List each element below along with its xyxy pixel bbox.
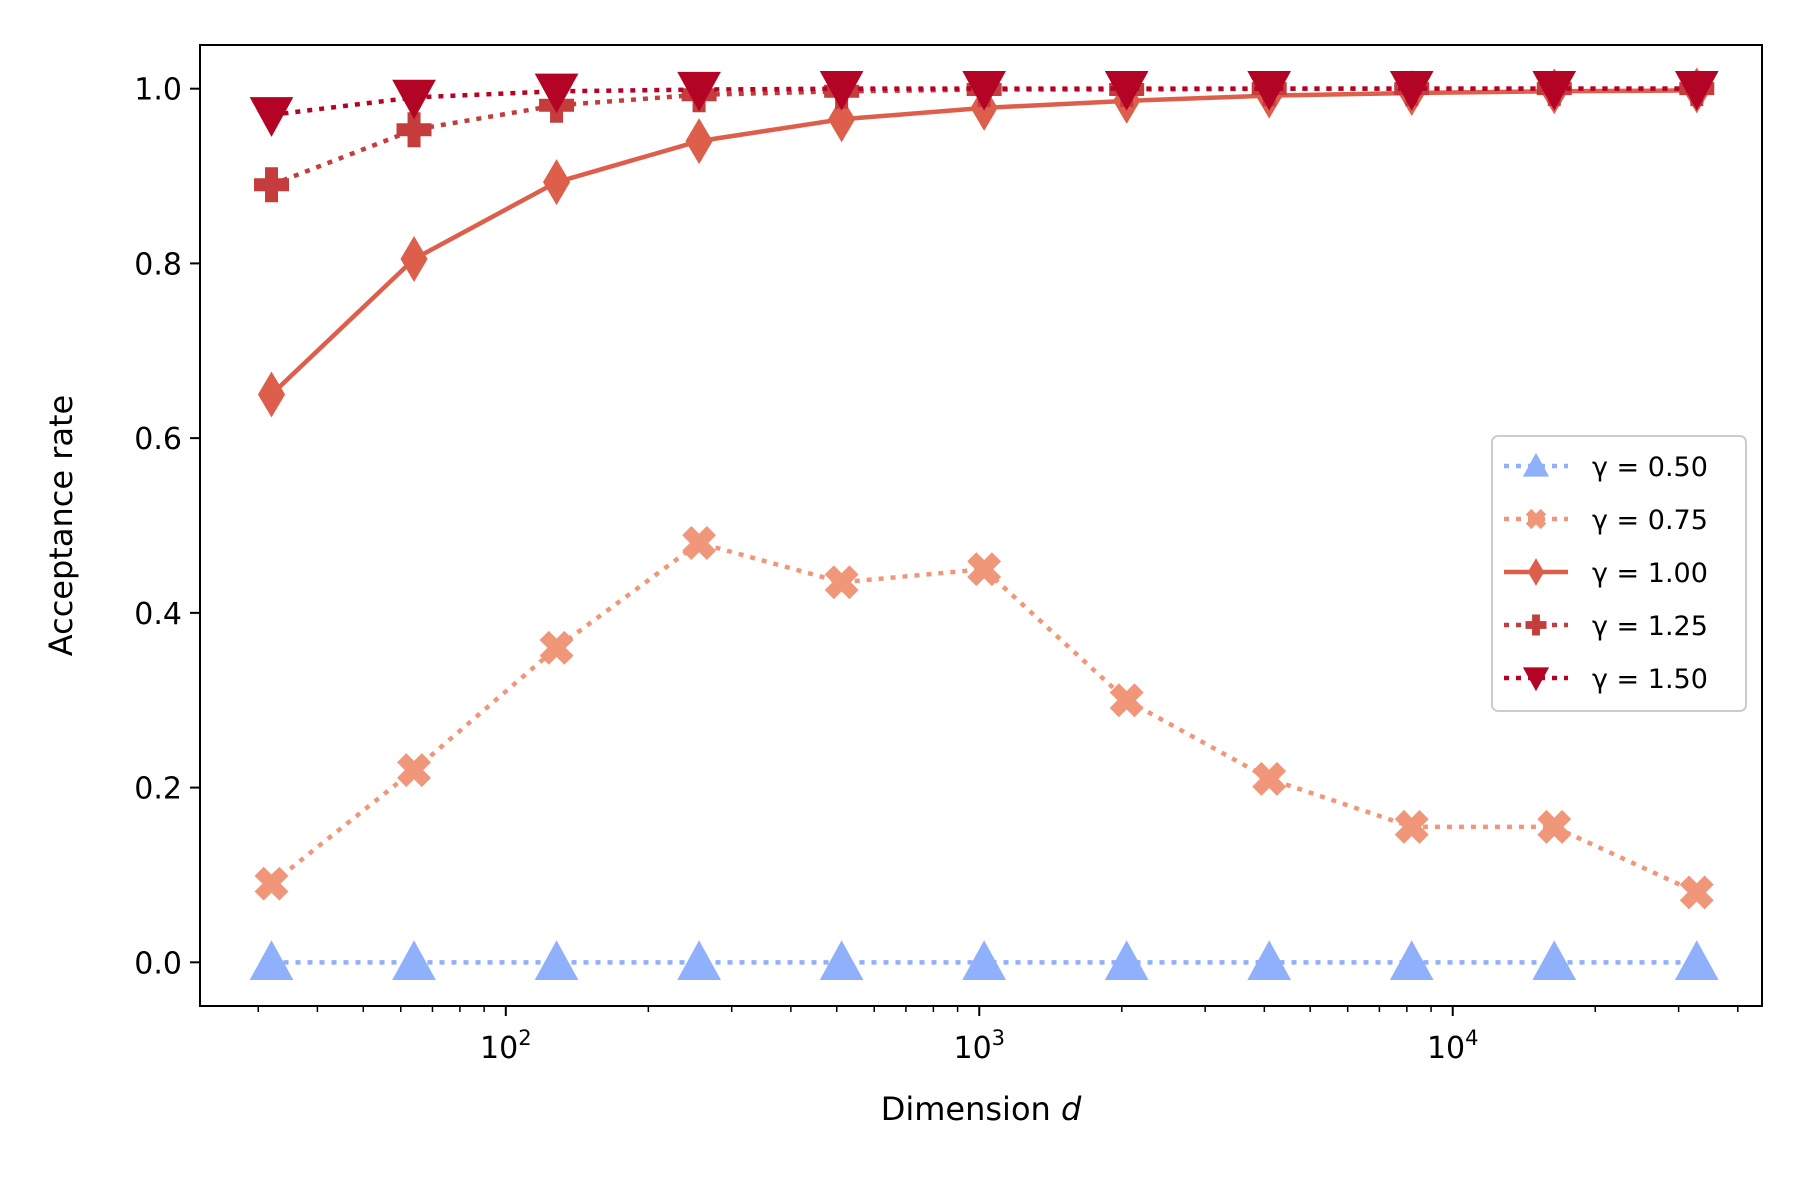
series-line [271,86,1697,118]
series-line [270,540,1698,895]
legend-label: γ = 1.00 [1592,558,1708,589]
y-axis-label: Acceptance rate [42,395,80,656]
data-point [392,940,436,981]
legend-marker [1522,667,1550,692]
y-tick-label: 0.8 [134,247,182,282]
data-point [824,565,859,600]
data-point [392,79,436,120]
legend-box [1491,435,1747,712]
data-point [1247,940,1292,981]
legend-item: γ = 1.00 [1504,558,1708,589]
data-point [257,371,286,418]
x-tick-label: 102 [480,1026,532,1066]
data-point [962,940,1006,981]
y-tick-label: 0.0 [134,946,182,981]
data-point [677,940,721,981]
data-point [539,630,574,665]
data-point [249,940,294,981]
legend-label: γ = 0.75 [1592,505,1708,536]
series-0 [249,940,1719,981]
data-point [397,753,432,788]
y-tick-label: 0.4 [134,597,182,632]
legend-marker [1522,452,1550,477]
data-point [1532,940,1577,981]
data-point [249,97,294,137]
data-point [1109,683,1144,718]
data-point [1104,940,1149,981]
y-tick-label: 1.0 [134,73,182,108]
data-point [1104,70,1149,111]
data-point [1389,940,1434,981]
data-point [1532,70,1577,111]
legend-marker [1525,614,1547,636]
y-tick-label: 0.6 [134,422,182,457]
x-tick-label: 103 [953,1026,1005,1066]
legend: γ = 0.50 γ = 0.75 γ = 1.00 γ = 1.25 γ = 1.50 [1491,435,1747,712]
legend-label: γ = 1.25 [1592,611,1708,642]
legend-marker [1527,558,1545,586]
data-point [254,866,289,901]
data-point [542,159,571,206]
x-tick-label: 104 [1427,1026,1479,1066]
data-point [1389,70,1434,111]
series-4 [249,70,1719,137]
data-point [1537,809,1572,844]
y-tick-label: 0.2 [134,772,182,807]
legend-item: γ = 1.50 [1504,664,1708,695]
plot-frame [199,44,1763,1007]
data-point [677,71,721,112]
x-axis-label: Dimension d [881,1090,1082,1128]
data-point [682,526,717,560]
data-point [396,112,432,148]
data-point [400,236,428,283]
data-point [962,70,1006,111]
data-point [685,118,713,165]
legend-label: γ = 0.50 [1592,452,1708,483]
data-point [1252,761,1287,796]
data-point [1394,809,1429,844]
data-point [1674,940,1719,981]
legend-item: γ = 0.75 [1504,505,1708,536]
legend-item: γ = 1.25 [1504,611,1708,642]
data-point [967,552,1002,587]
series-1 [254,526,1714,910]
data-point [254,167,290,203]
data-point [534,940,579,981]
data-point [1674,70,1719,111]
data-point [819,940,864,981]
legend-marker [1525,508,1547,530]
legend-label: γ = 1.50 [1592,664,1708,695]
data-point [819,70,864,111]
data-point [1679,875,1714,910]
legend-item: γ = 0.50 [1504,452,1708,483]
data-point [534,73,579,114]
data-point [1247,70,1292,111]
